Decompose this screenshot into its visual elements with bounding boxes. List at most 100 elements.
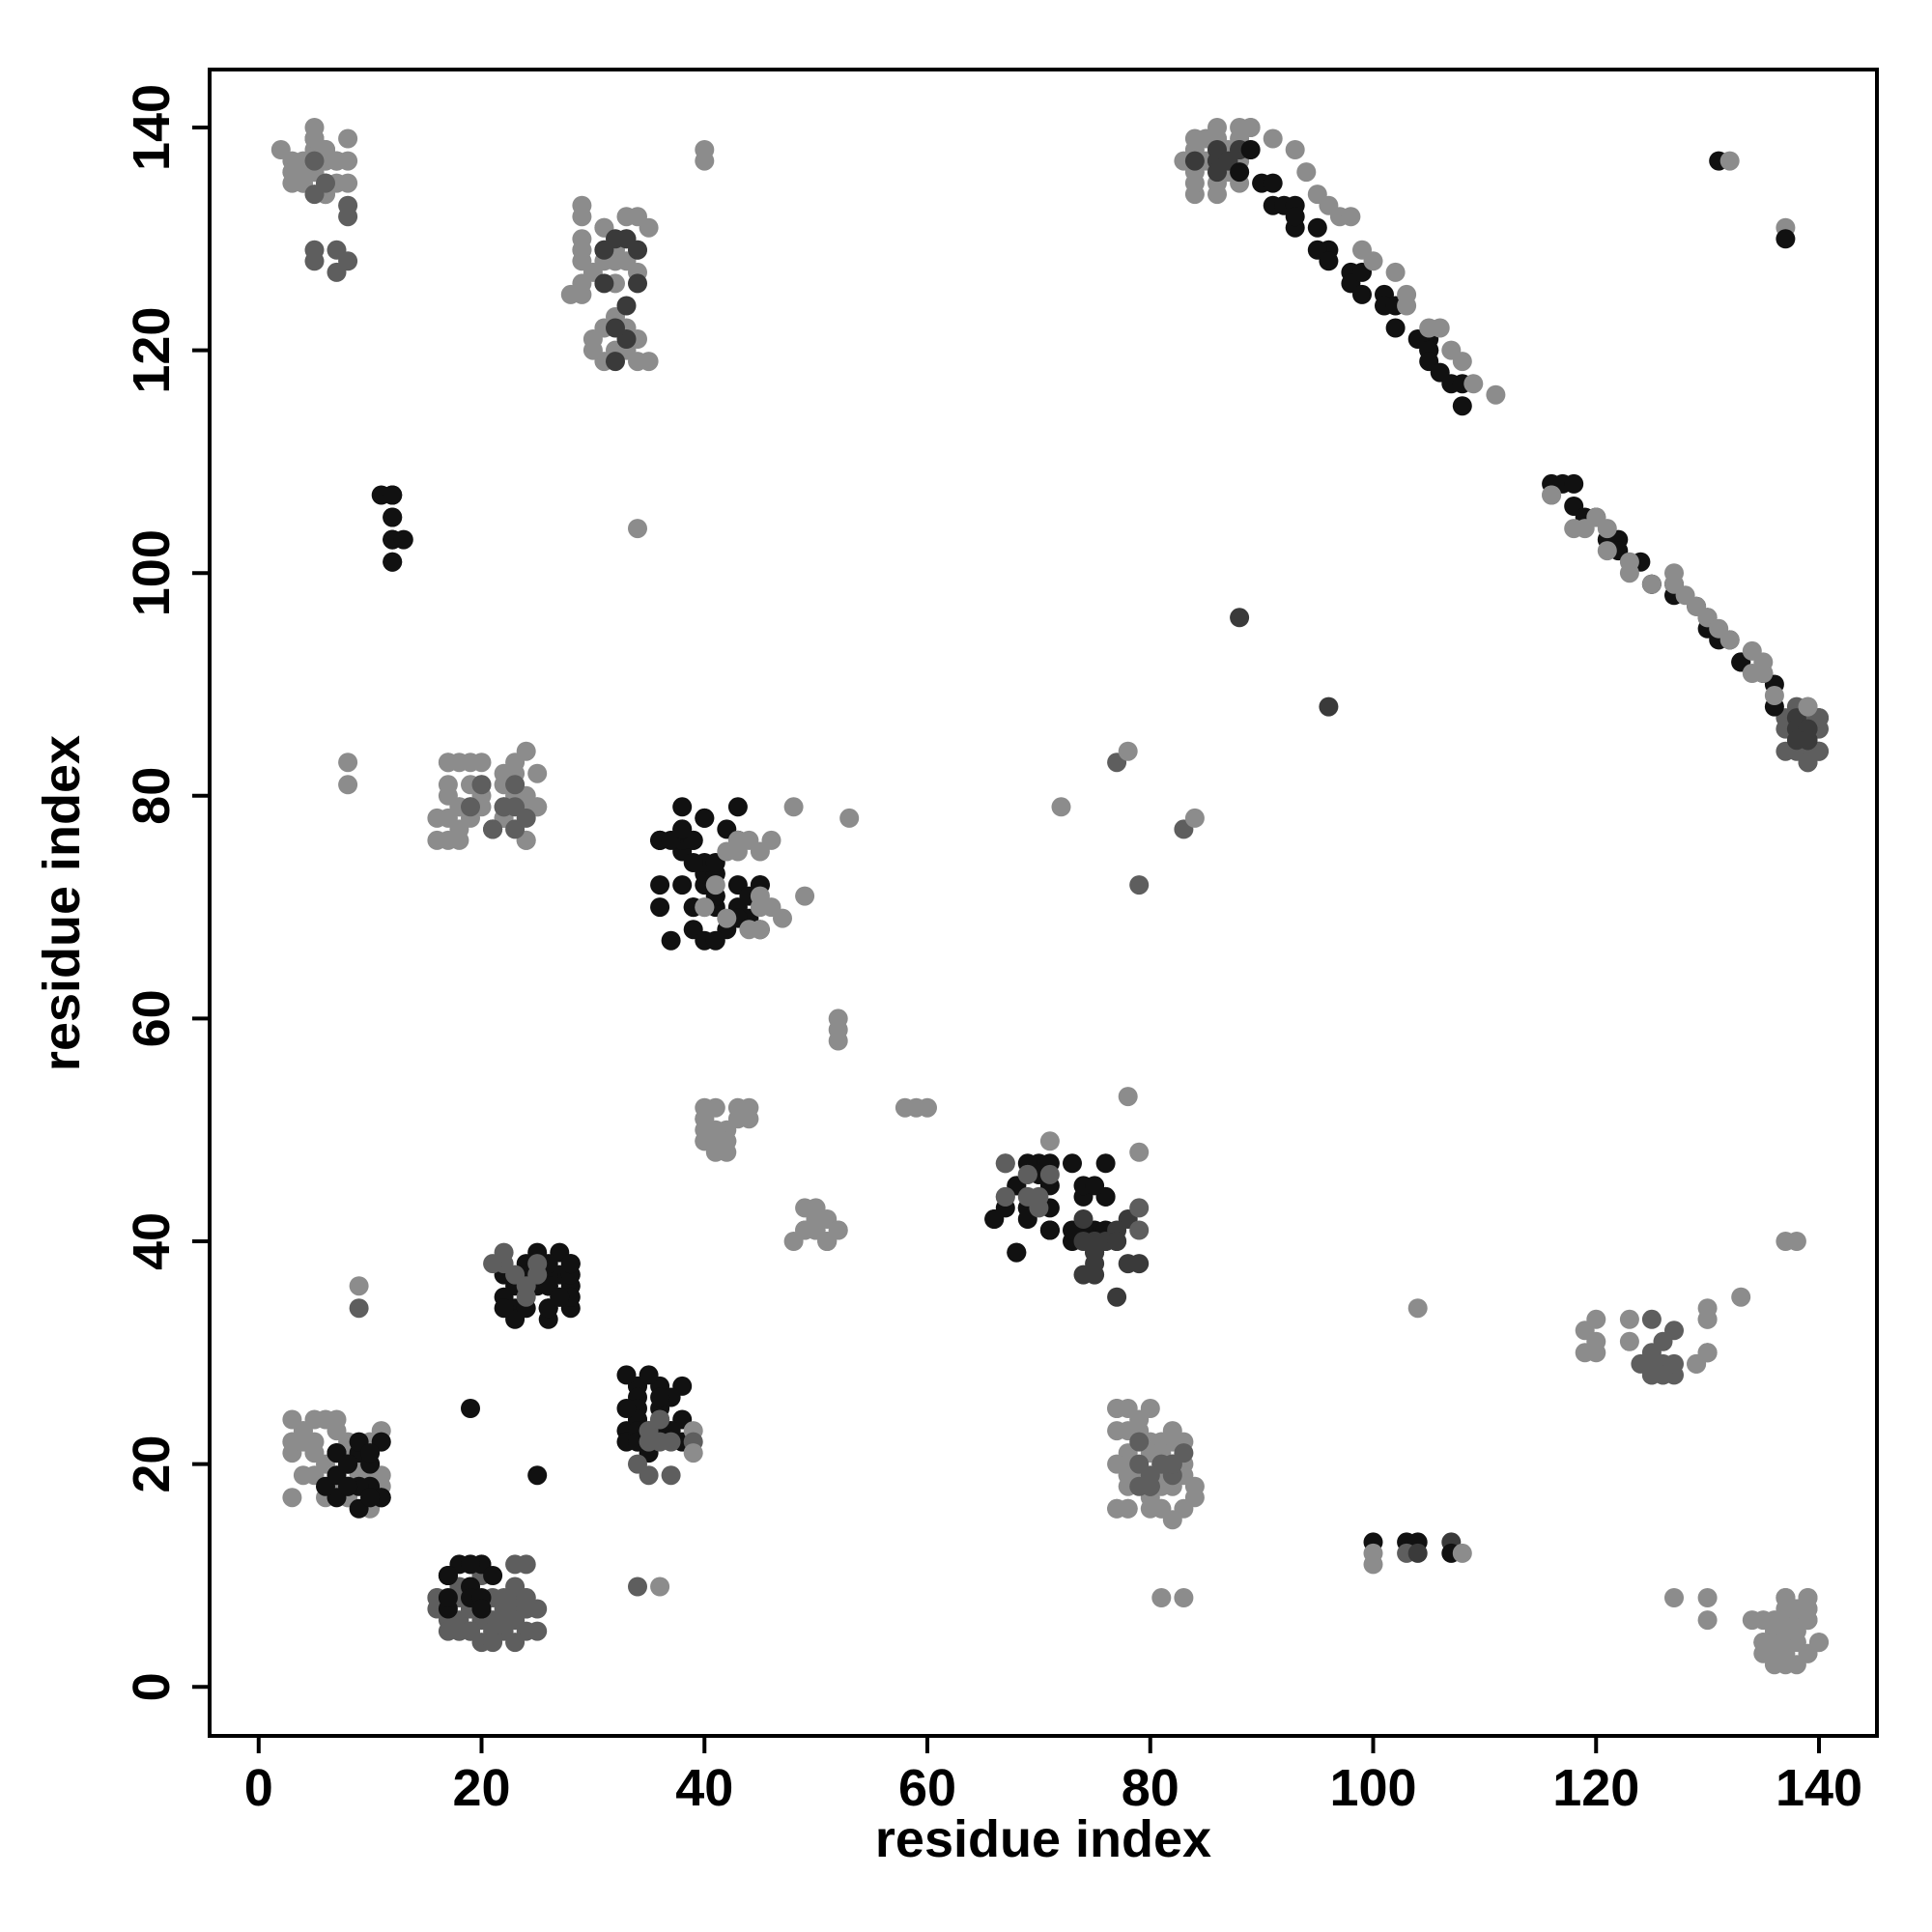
- y-tick-label: 140: [123, 84, 181, 171]
- data-point: [628, 1577, 647, 1597]
- data-point: [1039, 1220, 1060, 1240]
- data-point: [483, 1566, 503, 1585]
- data-point: [438, 1566, 458, 1585]
- data-point: [1129, 1142, 1150, 1162]
- data-point: [338, 128, 358, 149]
- data-point: [1073, 1209, 1094, 1229]
- data-point: [461, 1554, 480, 1575]
- data-point: [918, 1097, 937, 1118]
- data-point: [360, 1488, 381, 1508]
- data-point: [1385, 318, 1406, 338]
- data-point: [1719, 630, 1740, 650]
- data-point: [1263, 173, 1283, 193]
- data-point: [1051, 797, 1071, 817]
- y-tick-label: 120: [123, 307, 181, 394]
- data-point: [661, 930, 681, 951]
- data-point: [639, 1365, 659, 1385]
- data-point: [672, 797, 693, 817]
- data-point: [1319, 251, 1339, 271]
- data-point: [1452, 352, 1472, 372]
- plot-frame: [208, 68, 1879, 1738]
- data-point: [349, 1298, 369, 1319]
- data-point: [1753, 1643, 1774, 1663]
- data-point: [628, 240, 647, 260]
- data-point: [683, 1443, 703, 1463]
- data-point: [304, 185, 325, 205]
- data-point: [1397, 296, 1417, 316]
- data-point: [616, 296, 637, 316]
- data-point: [1174, 1588, 1194, 1607]
- x-tick-label: 60: [898, 1759, 956, 1817]
- data-point: [628, 352, 647, 372]
- data-point: [773, 908, 792, 928]
- data-point: [828, 1031, 848, 1051]
- data-point: [1798, 730, 1818, 751]
- data-point: [383, 552, 403, 572]
- data-point: [1085, 1176, 1105, 1196]
- data-point: [1776, 229, 1796, 249]
- data-point: [461, 1621, 480, 1641]
- data-point: [1452, 1543, 1472, 1563]
- data-point: [1798, 1643, 1818, 1663]
- data-point: [1118, 741, 1138, 761]
- data-point: [560, 284, 581, 304]
- data-point: [560, 1254, 581, 1274]
- data-point: [650, 1577, 670, 1597]
- data-point: [1230, 608, 1250, 628]
- data-point: [338, 195, 358, 215]
- data-point: [1619, 1309, 1639, 1329]
- data-point: [1307, 217, 1327, 238]
- data-point: [1407, 1298, 1428, 1319]
- data-point: [1107, 1421, 1127, 1441]
- data-point: [594, 240, 614, 260]
- data-point: [1107, 1498, 1127, 1519]
- data-point: [505, 797, 526, 817]
- data-point: [1564, 473, 1584, 494]
- data-point: [695, 897, 715, 918]
- x-tick-label: 40: [675, 1759, 733, 1817]
- data-point: [783, 1232, 804, 1251]
- data-point: [750, 897, 770, 918]
- data-point: [1385, 262, 1406, 282]
- data-point: [672, 819, 693, 839]
- data-point: [650, 875, 670, 895]
- data-point: [839, 808, 860, 828]
- data-point: [483, 819, 503, 839]
- data-point: [1641, 1309, 1662, 1329]
- data-point: [438, 775, 458, 795]
- x-tick-label: 120: [1552, 1759, 1639, 1817]
- data-point: [494, 1242, 514, 1263]
- data-point: [616, 1365, 637, 1385]
- data-point: [505, 1633, 526, 1653]
- data-points: [270, 118, 1829, 1675]
- data-point: [1776, 1599, 1796, 1619]
- axes: 0 20 40 60 80 100 120 140 0 20 40 60 80 100 120 140: [123, 68, 1879, 1817]
- data-point: [1107, 1287, 1127, 1307]
- data-point: [795, 886, 815, 906]
- y-tick-label: 100: [123, 529, 181, 616]
- data-point: [995, 1153, 1015, 1174]
- data-point: [1542, 485, 1562, 505]
- data-point: [516, 741, 536, 761]
- data-point: [293, 1465, 313, 1486]
- data-point: [1029, 1186, 1049, 1207]
- data-point: [1285, 140, 1305, 159]
- data-point: [1129, 1432, 1150, 1452]
- data-point: [1619, 563, 1639, 583]
- data-point: [672, 875, 693, 895]
- data-point: [438, 753, 458, 773]
- data-point: [282, 1488, 302, 1508]
- data-point: [304, 240, 325, 260]
- data-point: [1285, 207, 1305, 227]
- y-tick-label: 40: [123, 1212, 181, 1270]
- data-point: [1118, 1087, 1138, 1107]
- data-point: [383, 507, 403, 527]
- data-point: [327, 1409, 347, 1430]
- data-point: [1184, 808, 1205, 828]
- data-point: [270, 140, 291, 159]
- data-point: [438, 1621, 458, 1641]
- data-point: [628, 207, 647, 227]
- data-point: [572, 229, 592, 249]
